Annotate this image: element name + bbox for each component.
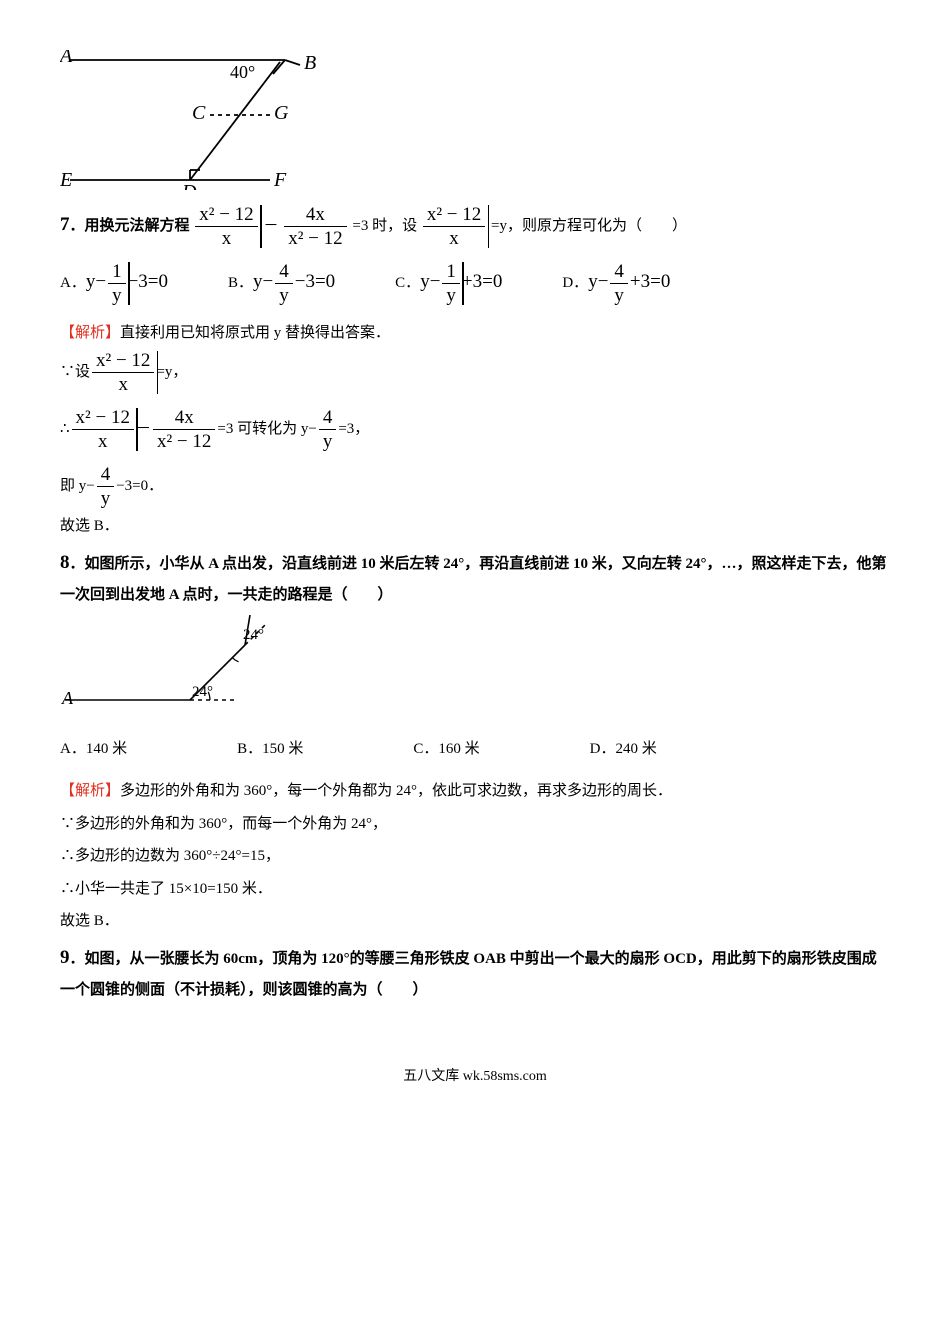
- question-9: 9．如图，从一张腰长为 60cm，顶角为 120°的等腰三角形铁皮 OAB 中剪…: [60, 940, 890, 1005]
- analysis-label: 【解析】: [60, 325, 120, 341]
- question-8: 8．如图所示，小华从 A 点出发，沿直线前进 10 米后左转 24°，再沿直线前…: [60, 545, 890, 610]
- svg-text:F: F: [273, 169, 287, 190]
- q7-frac3: x² − 12x: [421, 205, 487, 248]
- q8-opt-b: B．150 米: [237, 735, 303, 764]
- q7-options: A．y−1y−3=0 B．y−4y−3=0 C．y−1y+3=0 D．y−4y+…: [60, 262, 890, 305]
- q7-opt-c: C．y−1y+3=0: [395, 262, 502, 305]
- q7-analysis: 【解析】直接利用已知将原式用 y 替换得出答案．: [60, 319, 890, 348]
- svg-text:E: E: [60, 169, 72, 190]
- svg-text:B: B: [304, 52, 316, 74]
- figure1-svg: A B C G E D F 40°: [60, 50, 320, 190]
- q7-mid2: =3 时，设: [352, 217, 417, 233]
- q8-line1: ∵多边形的外角和为 360°，而每一个外角为 24°，: [60, 810, 890, 839]
- page-footer: 五八文库 wk.58sms.com: [60, 1064, 890, 1091]
- figure2-svg: A 24° 24°: [60, 615, 270, 710]
- svg-text:A: A: [60, 50, 73, 67]
- q7-analysis-text: 直接利用已知将原式用 y 替换得出答案．: [120, 325, 390, 341]
- q7-step3: 即 y−4y−3=0．: [60, 465, 890, 508]
- q7-frac1: x² − 12x: [193, 205, 259, 248]
- q7-opt-b: B．y−4y−3=0: [228, 262, 335, 305]
- q8-options: A．140 米 B．150 米 C．160 米 D．240 米: [60, 735, 890, 764]
- q8-opt-d: D．240 米: [590, 735, 657, 764]
- q8-text: ．如图所示，小华从 A 点出发，沿直线前进 10 米后左转 24°，再沿直线前进…: [60, 556, 887, 603]
- q8-line2: ∴多边形的边数为 360°÷24°=15，: [60, 842, 890, 871]
- svg-text:D: D: [181, 181, 197, 190]
- figure-geometry-abcd: A B C G E D F 40°: [60, 50, 890, 201]
- analysis-label: 【解析】: [60, 783, 120, 799]
- svg-text:A: A: [61, 688, 74, 708]
- figure-q8: A 24° 24°: [60, 615, 890, 721]
- q7-suffix: =y，则原方程可化为（ ）: [491, 217, 687, 233]
- q7-number: 7: [60, 213, 70, 234]
- q9-number: 9: [60, 947, 70, 968]
- svg-text:C: C: [192, 102, 206, 124]
- q7-opt-a: A．y−1y−3=0: [60, 262, 168, 305]
- q8-line3: ∴小华一共走了 15×10=150 米．: [60, 875, 890, 904]
- q7-step1: ∵设x² − 12x=y，: [60, 351, 890, 394]
- svg-text:G: G: [274, 102, 289, 124]
- q8-number: 8: [60, 552, 70, 573]
- svg-text:40°: 40°: [230, 62, 255, 82]
- question-7: 7．用换元法解方程 x² − 12x － 4xx² − 12 =3 时，设 x²…: [60, 205, 890, 248]
- q7-conclusion: 故选 B．: [60, 512, 890, 541]
- q8-conclusion: 故选 B．: [60, 907, 890, 936]
- q7-step2: ∴x² − 12x－4xx² − 12=3 可转化为 y−4y=3，: [60, 408, 890, 451]
- q8-analysis-text: 多边形的外角和为 360°，每一个外角都为 24°，依此可求边数，再求多边形的周…: [120, 783, 672, 799]
- svg-text:24°: 24°: [192, 684, 213, 700]
- svg-text:24°: 24°: [243, 627, 264, 643]
- q7-prefix: ．用换元法解方程: [70, 217, 190, 233]
- q7-minus: －: [263, 217, 278, 233]
- q7-frac2: 4xx² − 12: [284, 205, 346, 248]
- q7-opt-d: D．y−4y+3=0: [562, 262, 670, 305]
- q8-opt-a: A．140 米: [60, 735, 127, 764]
- q8-analysis: 【解析】多边形的外角和为 360°，每一个外角都为 24°，依此可求边数，再求多…: [60, 777, 890, 806]
- q9-text: ．如图，从一张腰长为 60cm，顶角为 120°的等腰三角形铁皮 OAB 中剪出…: [60, 951, 877, 998]
- q8-opt-c: C．160 米: [413, 735, 479, 764]
